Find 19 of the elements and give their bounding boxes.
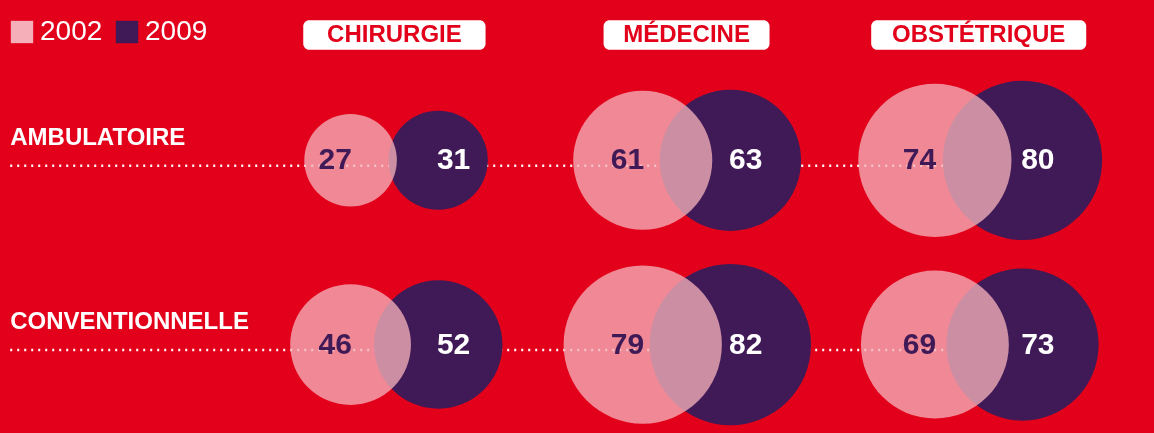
data-label: 46 (318, 326, 352, 360)
data-label: 27 (318, 142, 352, 176)
legend-label: 2009 (145, 15, 208, 46)
data-label: 79 (610, 326, 645, 360)
data-label: 31 (436, 142, 471, 176)
data-label: 52 (436, 326, 471, 360)
data-label: 73 (1021, 326, 1055, 360)
category-label: CONVENTIONNELLE (10, 307, 249, 335)
category-label: CHIRURGIE (327, 20, 462, 48)
data-label: 80 (1021, 142, 1055, 176)
category-label: MÉDECINE (623, 20, 750, 48)
data-label: 82 (729, 326, 763, 360)
data-label: 61 (610, 142, 645, 176)
data-label: 74 (902, 142, 937, 176)
category-label: OBSTÉTRIQUE (892, 20, 1066, 48)
data-label: 63 (729, 142, 763, 176)
data-label: 69 (902, 326, 937, 360)
legend-label: 2002 (40, 15, 103, 46)
category-label: AMBULATOIRE (10, 123, 186, 151)
